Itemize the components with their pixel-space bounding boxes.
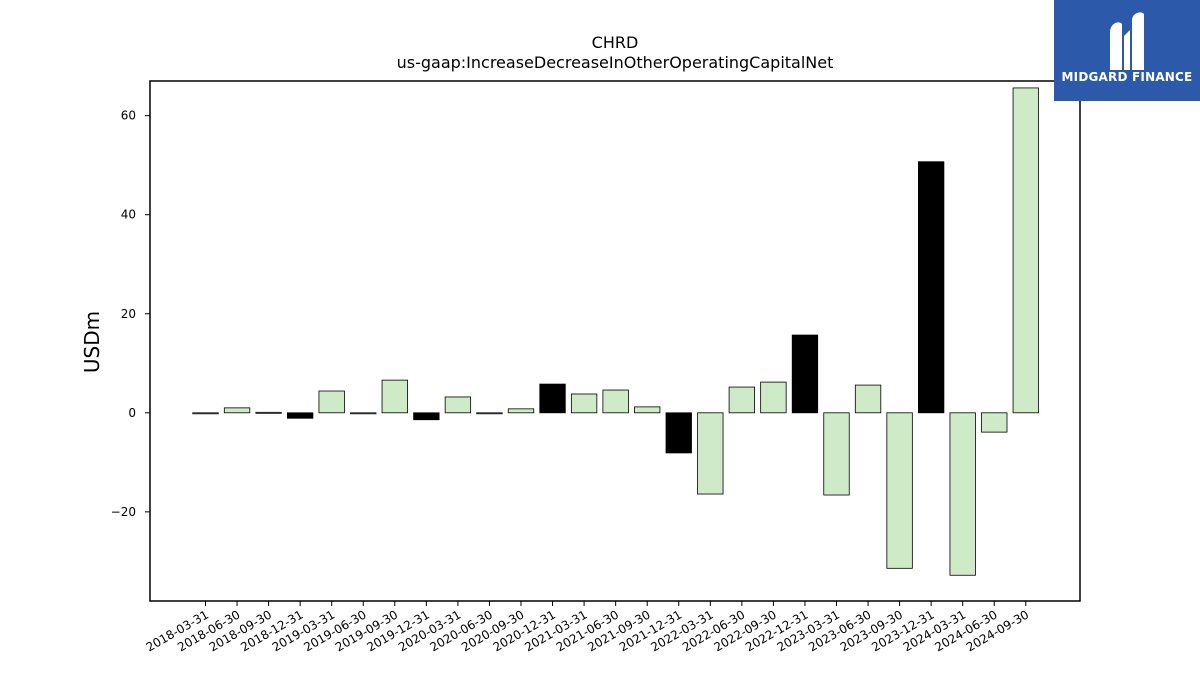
bar-2020-12-31: [539, 383, 566, 414]
x-axis-ticks: 2018-03-312018-06-302018-09-302018-12-31…: [144, 601, 1031, 654]
bar-2019-03-31: [318, 390, 345, 414]
bar-2021-06-30: [602, 389, 629, 414]
y-axis-label: USDm: [80, 311, 104, 373]
bar-series: [192, 87, 1039, 576]
y-axis-ticks: −20 0 20 40 60: [111, 109, 150, 519]
bar-2023-03-31: [823, 412, 850, 496]
y-tick-label: 60: [121, 109, 136, 123]
bar-2023-06-30: [854, 384, 882, 414]
bar-2020-06-30: [476, 412, 503, 415]
bar-2018-03-31: [192, 412, 219, 415]
bar-2024-06-30: [981, 412, 1008, 433]
bar-2021-03-31: [570, 393, 598, 414]
bar-2024-03-31: [949, 412, 976, 576]
bar-2022-03-31: [697, 412, 724, 495]
bar-2020-03-31: [444, 396, 472, 414]
bar-2022-06-30: [728, 386, 755, 414]
y-tick-label: 20: [121, 307, 136, 321]
bar-2022-12-31: [791, 334, 819, 414]
plot-frame: [149, 80, 1081, 602]
chart-title: CHRD: [592, 33, 639, 52]
bar-2024-09-30: [1012, 87, 1039, 414]
bar-2021-12-31: [665, 412, 692, 454]
brand-name: MIDGARD FINANCE: [1061, 70, 1193, 84]
chart-subtitle: us-gaap:IncreaseDecreaseInOtherOperating…: [397, 53, 834, 72]
bar-2019-12-31: [413, 412, 440, 421]
bar-2018-12-31: [286, 412, 314, 419]
bar-2022-09-30: [760, 381, 787, 414]
bar-2018-06-30: [223, 407, 251, 414]
y-tick-label: −20: [111, 505, 136, 519]
bar-2018-09-30: [255, 411, 282, 414]
y-tick-label: 40: [121, 208, 136, 222]
bar-2021-09-30: [634, 406, 661, 414]
midgard-logo-icon: [1110, 12, 1144, 71]
bar-2023-12-31: [918, 161, 945, 414]
brand-logo: MIDGARD FINANCE: [1054, 0, 1200, 101]
y-tick-label: 0: [128, 406, 136, 420]
bar-2023-09-30: [886, 412, 913, 569]
bar-2019-06-30: [350, 412, 377, 415]
bar-2019-09-30: [381, 379, 408, 414]
bar-2020-09-30: [507, 408, 535, 414]
